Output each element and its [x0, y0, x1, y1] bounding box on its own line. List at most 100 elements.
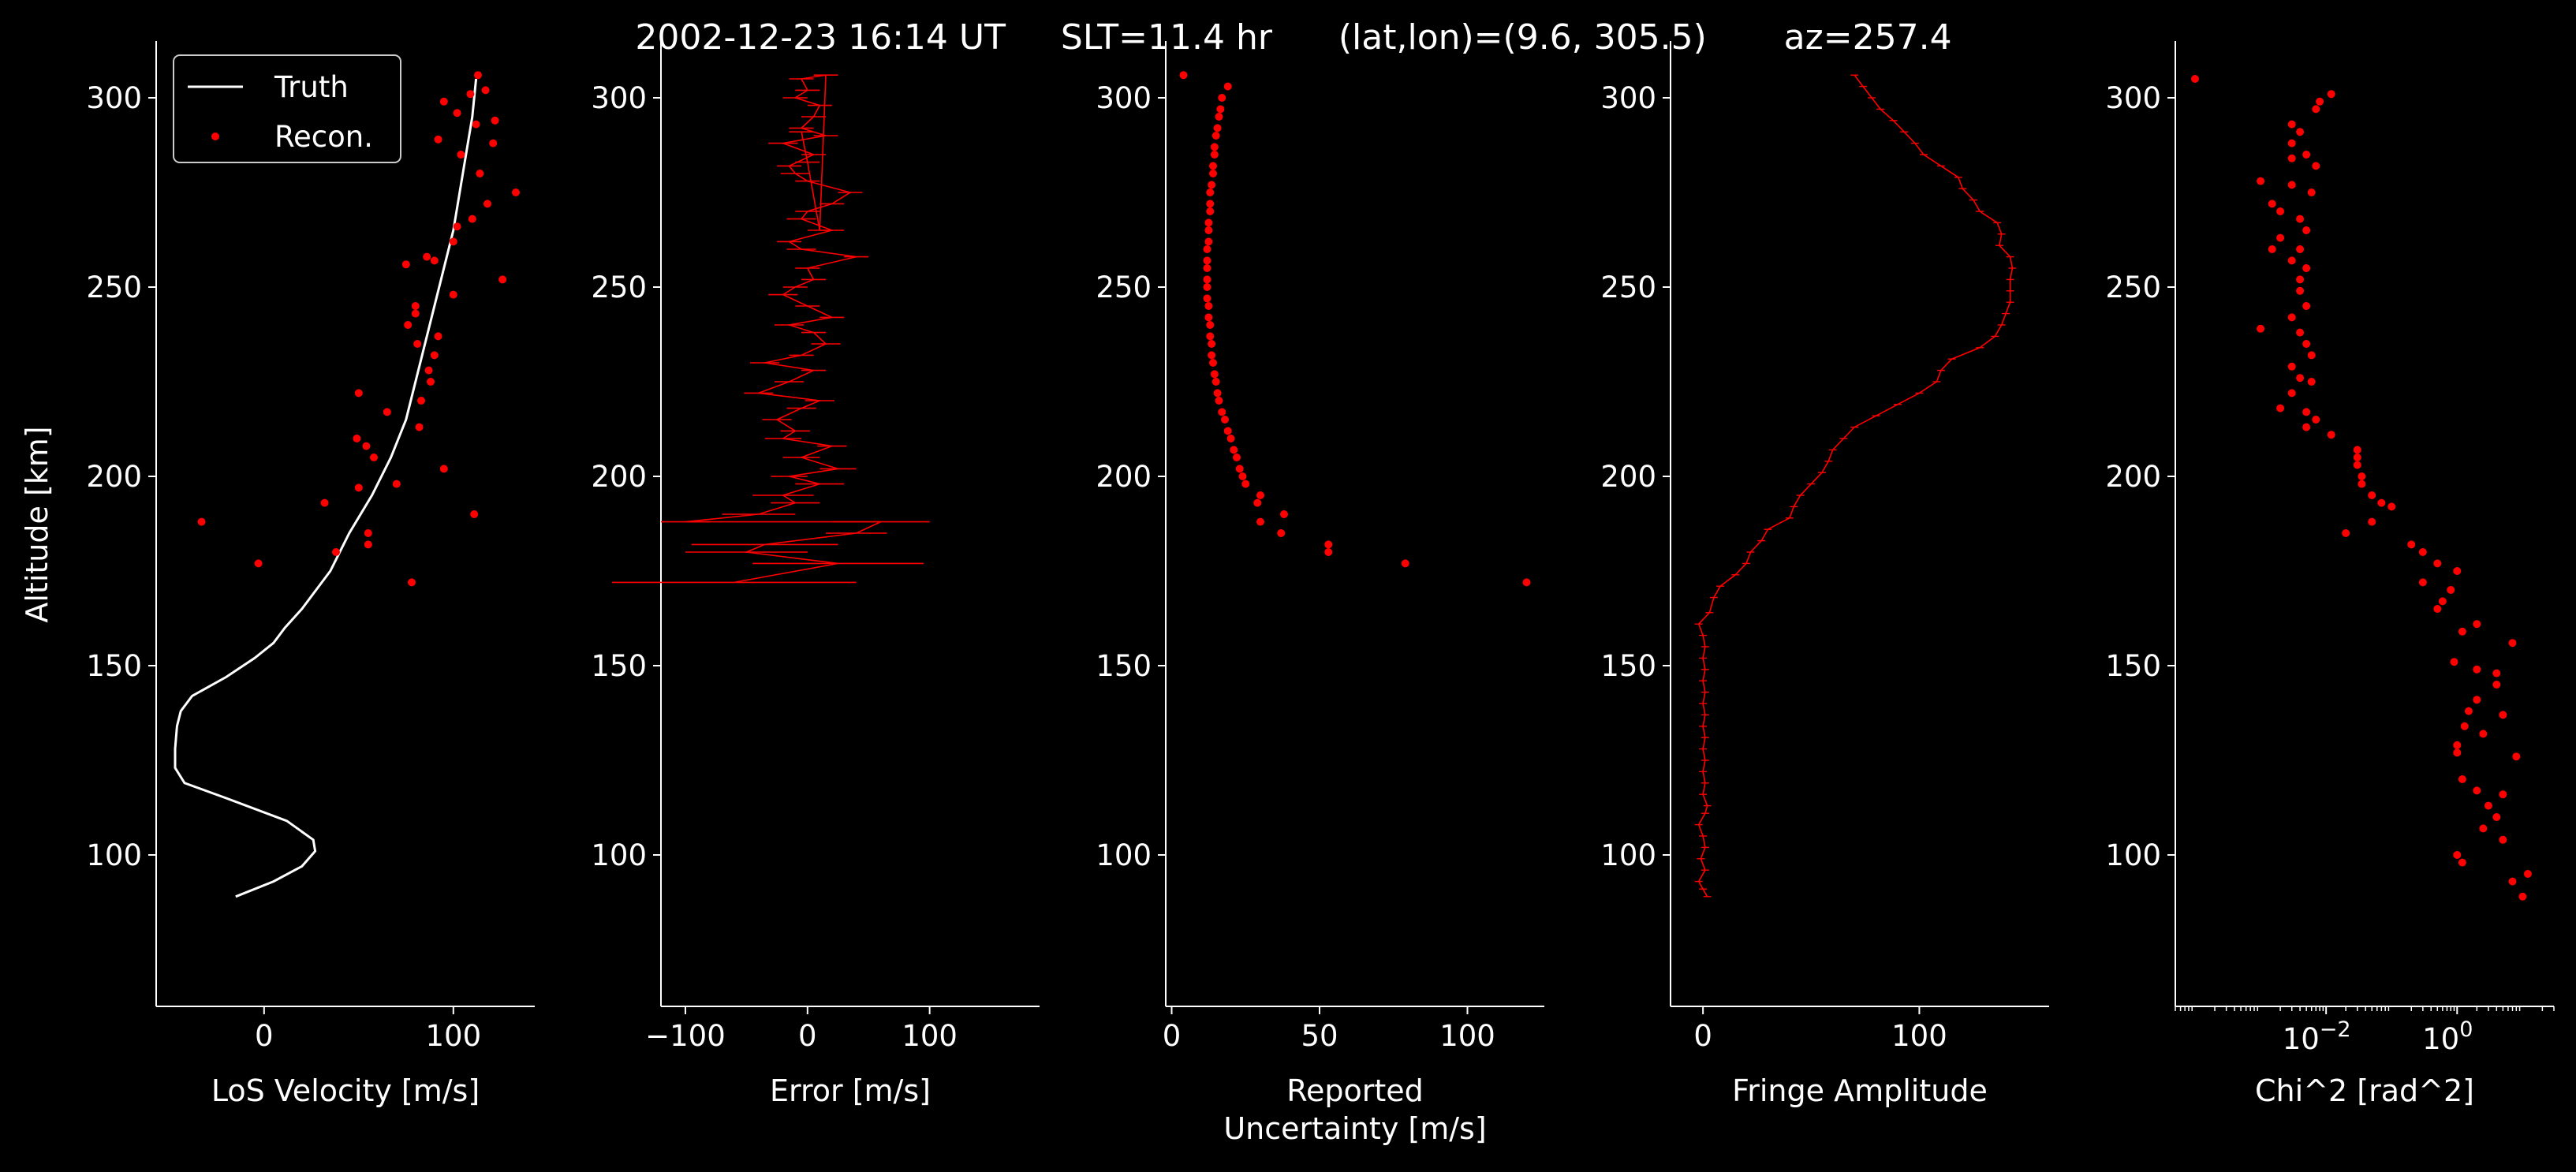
subplot-los-velocity: 100 150 200 250 300 0 100 LoS Velocity [m/s] Tru… — [86, 41, 535, 1108]
data-point — [2287, 181, 2296, 189]
x-tick-label: 100 — [902, 1019, 958, 1053]
data-point — [2458, 627, 2466, 636]
y-tick-label: 250 — [86, 271, 142, 304]
data-point — [364, 540, 372, 549]
data-point — [2287, 256, 2296, 265]
data-point — [2257, 177, 2265, 185]
y-tick-label: 200 — [86, 460, 142, 494]
data-point — [354, 389, 363, 398]
series-line — [685, 74, 882, 584]
data-point — [1203, 256, 1211, 265]
data-point — [2387, 502, 2396, 511]
data-point — [453, 222, 461, 231]
data-point — [1206, 200, 1215, 208]
data-point — [430, 351, 439, 360]
y-tick-label: 100 — [86, 838, 142, 872]
data-point — [1206, 332, 1215, 341]
data-point — [470, 510, 479, 518]
data-point — [2377, 498, 2386, 507]
data-point — [2296, 286, 2305, 295]
data-point — [1522, 578, 1531, 587]
series-line — [1697, 74, 2014, 898]
x-tick-base: 10 — [2422, 1022, 2459, 1056]
x-tick-label: 0 — [255, 1019, 274, 1053]
y-tick-label: 250 — [1600, 271, 1656, 304]
data-point — [423, 252, 431, 261]
data-point — [1210, 143, 1219, 151]
data-point — [1216, 105, 1225, 114]
y-tick-label: 300 — [1096, 81, 1152, 115]
data-point — [1211, 132, 1220, 140]
data-point — [2433, 559, 2442, 568]
x-tick-label: 100 — [425, 1019, 481, 1053]
data-point — [2287, 120, 2296, 129]
data-point — [1241, 480, 1250, 488]
data-point — [2287, 139, 2296, 147]
legend-marker-swatch — [211, 133, 219, 140]
data-point — [2453, 741, 2462, 749]
data-point — [2302, 151, 2311, 159]
data-point — [427, 378, 435, 386]
data-point — [434, 135, 442, 144]
data-point — [2499, 711, 2507, 719]
data-point — [498, 275, 507, 284]
data-point — [491, 116, 499, 125]
data-point — [2296, 215, 2305, 223]
data-point — [2353, 453, 2361, 461]
x-tick-exponent: −2 — [2320, 1017, 2351, 1042]
data-point — [2450, 658, 2458, 666]
data-point — [489, 139, 498, 147]
data-point — [370, 453, 378, 461]
data-point — [2302, 226, 2311, 234]
y-tick-label: 100 — [1096, 838, 1152, 872]
x-tick-label: 0 — [1693, 1019, 1712, 1053]
data-point — [1233, 453, 1241, 461]
y-tick-label: 100 — [2105, 838, 2161, 872]
data-point — [2492, 669, 2501, 677]
data-point — [2473, 620, 2481, 629]
y-tick-label: 250 — [2105, 271, 2161, 304]
y-tick-label: 150 — [2105, 649, 2161, 683]
data-point — [2296, 128, 2305, 136]
y-tick-label: 200 — [2105, 460, 2161, 494]
data-point — [439, 465, 448, 473]
data-point — [2499, 835, 2507, 844]
data-point — [2508, 877, 2517, 886]
data-point — [449, 237, 457, 246]
data-point — [2358, 480, 2366, 488]
data-point — [2473, 786, 2481, 795]
legend: Truth Recon. — [173, 54, 401, 163]
data-point — [2484, 801, 2492, 810]
data-point — [2268, 245, 2276, 253]
data-point — [2368, 491, 2376, 499]
data-point — [1223, 427, 1232, 435]
data-point — [2276, 233, 2285, 242]
x-axis-label: Uncertainty [m/s] — [1223, 1111, 1486, 1146]
data-point — [2418, 578, 2427, 587]
data-point — [1209, 359, 1217, 367]
data-point — [197, 517, 206, 526]
subplot-error: 100 150 200 250 300 −100 0 100 Error [m/s] — [591, 41, 1040, 1108]
data-point — [2479, 824, 2488, 833]
data-point — [424, 366, 433, 375]
data-point — [476, 170, 484, 177]
data-point — [1218, 94, 1226, 102]
data-point — [1210, 151, 1219, 159]
data-point — [2302, 302, 2311, 310]
data-point — [2492, 813, 2501, 821]
data-point — [1203, 294, 1211, 303]
y-tick-label: 100 — [1600, 838, 1656, 872]
data-point — [354, 483, 363, 492]
data-point — [1213, 124, 1222, 133]
data-point — [2276, 404, 2285, 412]
data-point — [1204, 218, 1213, 227]
data-point — [2327, 431, 2335, 439]
x-tick-label: 0 — [798, 1019, 817, 1053]
y-tick-label: 200 — [591, 460, 647, 494]
y-tick-label: 300 — [2105, 81, 2161, 115]
data-point — [2302, 340, 2311, 348]
data-point — [1209, 162, 1217, 170]
data-point — [1203, 283, 1211, 291]
y-tick-label: 150 — [1096, 649, 1152, 683]
